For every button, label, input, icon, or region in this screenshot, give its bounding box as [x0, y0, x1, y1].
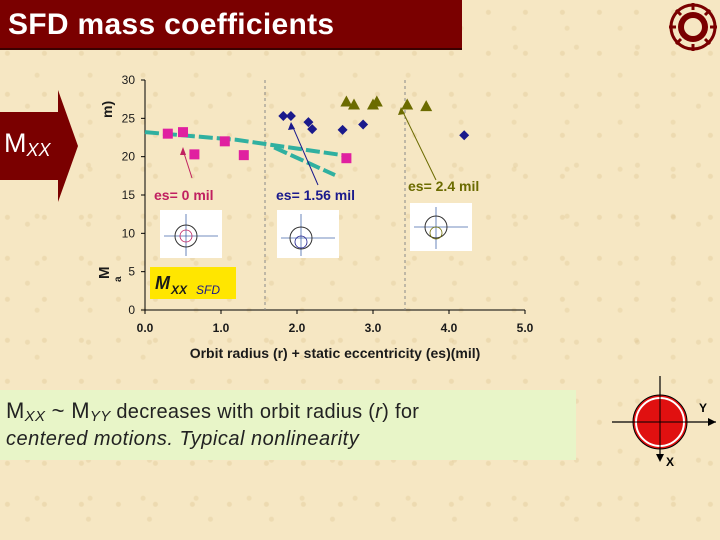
- data-point-diamond: [307, 124, 318, 135]
- summary-line-1: MXX ~ MYY decreases with orbit radius (r…: [6, 398, 420, 425]
- data-point-square: [189, 149, 200, 160]
- data-point-triangle: [370, 95, 383, 107]
- y-tick-label: 15: [122, 188, 136, 202]
- data-point-triangle: [340, 95, 353, 107]
- data-point-square: [219, 136, 230, 147]
- orbit-diagram-icon: [410, 203, 472, 251]
- svg-text:m): m): [99, 101, 115, 118]
- university-seal-icon: [669, 3, 717, 51]
- x-tick-label: 5.0: [517, 321, 534, 335]
- data-point-diamond: [459, 130, 470, 141]
- svg-text:M: M: [96, 267, 113, 280]
- orbit-diagram-icon: [277, 210, 339, 258]
- x-axis-label: Orbit radius (r) + static eccentricity (…: [190, 345, 481, 361]
- data-point-diamond: [285, 111, 296, 122]
- summary-line-2: centered motions. Typical nonlinearity: [6, 428, 360, 450]
- axis-x-label: X: [666, 455, 674, 469]
- svg-text:M: M: [155, 273, 171, 293]
- data-point-triangle: [348, 98, 360, 110]
- x-tick-label: 1.0: [213, 321, 230, 335]
- annotation-arrow: [291, 124, 319, 186]
- data-point-diamond: [358, 119, 369, 130]
- svg-text:SFD: SFD: [196, 283, 220, 297]
- annotation-es156: es= 1.56 mil: [276, 187, 355, 203]
- data-point-diamond: [303, 117, 314, 128]
- x-tick-label: 0.0: [137, 321, 154, 335]
- y-tick-label: 0: [128, 303, 135, 317]
- svg-text:a: a: [113, 276, 124, 282]
- x-tick-label: 3.0: [365, 321, 382, 335]
- annotation-es0: es= 0 mil: [154, 187, 214, 203]
- side-arrow: [0, 90, 78, 202]
- fit-line: [144, 130, 343, 158]
- orbit-diagram-icon: [160, 210, 222, 258]
- y-axis-label: m) M a: [96, 101, 124, 282]
- title-bar: SFD mass coefficients: [0, 0, 462, 50]
- slide-title: SFD mass coefficients: [8, 8, 335, 41]
- y-tick-label: 30: [122, 73, 136, 87]
- x-tick-label: 2.0: [289, 321, 306, 335]
- data-point-diamond: [337, 124, 348, 135]
- summary-box: MXX ~ MYY decreases with orbit radius (r…: [0, 390, 576, 460]
- data-point-triangle: [420, 100, 433, 112]
- annotation-arrow: [401, 109, 437, 181]
- annotation-arrowhead: [398, 107, 405, 115]
- y-tick-label: 5: [128, 265, 135, 279]
- data-point-square: [162, 128, 173, 139]
- coordinate-axes-icon: Y X: [612, 376, 716, 469]
- y-tick-label: 25: [122, 111, 136, 125]
- data-point-diamond: [278, 111, 289, 122]
- data-point-square: [178, 127, 188, 138]
- annotation-arrowhead: [288, 122, 295, 130]
- legend-box: M XX SFD: [150, 267, 236, 299]
- data-point-triangle: [401, 98, 414, 110]
- axis-y-label: Y: [699, 401, 707, 415]
- y-tick-label: 10: [122, 226, 136, 240]
- annotation-es24: es= 2.4 mil: [408, 178, 479, 194]
- data-point-square: [341, 153, 352, 164]
- side-arrow-label: MXX: [4, 128, 51, 160]
- fit-line: [273, 145, 336, 177]
- annotation-arrowhead: [180, 147, 186, 155]
- data-point-square: [238, 150, 249, 161]
- svg-text:XX: XX: [170, 283, 188, 297]
- x-tick-label: 4.0: [441, 321, 458, 335]
- y-tick-label: 20: [122, 150, 136, 164]
